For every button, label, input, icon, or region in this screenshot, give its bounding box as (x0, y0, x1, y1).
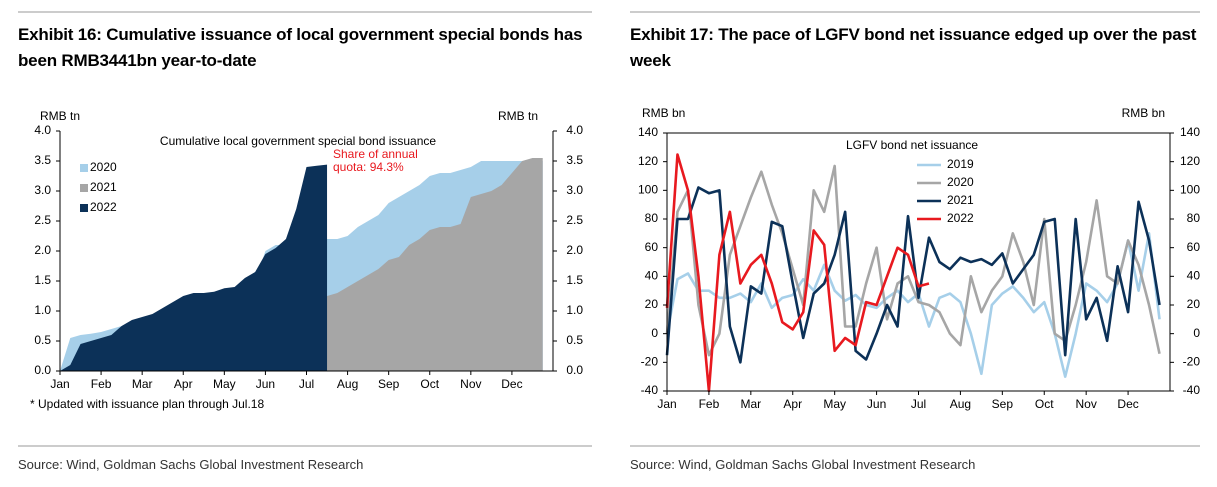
y2-tick-label: 0.0 (566, 363, 583, 377)
x-tick-label: Sep (992, 397, 1014, 411)
legend-label: 2021 (947, 193, 974, 207)
x-tick-label: Nov (1075, 397, 1096, 411)
y-tick-label: 4.0 (34, 123, 51, 137)
y2-axis-label: RMB tn (498, 109, 538, 123)
footnote: * Updated with issuance plan through Jul… (30, 397, 265, 411)
legend-swatch (80, 164, 88, 172)
line (665, 186, 1161, 364)
y-tick-label: 3.0 (34, 183, 51, 197)
x-tick-label: Jun (867, 397, 886, 411)
y-tick-label: 2.5 (34, 213, 51, 227)
x-tick-label: May (823, 397, 846, 411)
source: Source: Wind, Goldman Sachs Global Inves… (630, 457, 976, 472)
y2-tick-label: 60 (1187, 240, 1201, 254)
x-tick-label: Feb (699, 397, 720, 411)
x-tick-label: Jul (299, 377, 314, 391)
x-tick-label: Dec (501, 377, 522, 391)
y-tick-label: 120 (638, 154, 658, 168)
y-tick-label: 140 (638, 125, 658, 139)
legend-swatch (80, 204, 88, 212)
x-tick-label: Oct (420, 377, 439, 391)
y2-tick-label: 2.5 (566, 213, 583, 227)
legend-label: 2021 (90, 180, 117, 194)
x-tick-label: Sep (378, 377, 400, 391)
y-tick-label: 0.0 (34, 363, 51, 377)
x-tick-label: Aug (950, 397, 971, 411)
x-tick-label: Mar (132, 377, 153, 391)
y-tick-label: 40 (645, 269, 659, 283)
legend-label: 2020 (90, 160, 117, 174)
y-tick-label: 3.5 (34, 153, 51, 167)
legend-label: 2020 (947, 175, 974, 189)
chart-subtitle: Cumulative local government special bond… (160, 134, 436, 148)
y-tick-label: 0.5 (34, 333, 51, 347)
y2-tick-label: 3.5 (566, 153, 583, 167)
annotation: Share of annual quota: 94.3% (333, 147, 418, 174)
x-tick-label: Apr (783, 397, 802, 411)
y-tick-label: -20 (641, 355, 659, 369)
legend-label: 2022 (947, 211, 974, 225)
y-tick-label: 1.5 (34, 273, 51, 287)
y2-tick-label: -40 (1183, 383, 1201, 397)
chart-title: Exhibit 16: Cumulative issuance of local… (18, 25, 583, 70)
x-tick-label: Jan (50, 377, 69, 391)
x-tick-label: Dec (1117, 397, 1138, 411)
x-tick-label: Apr (174, 377, 193, 391)
x-tick-label: Aug (337, 377, 358, 391)
y-tick-label: 80 (645, 211, 659, 225)
y-tick-label: 60 (645, 240, 659, 254)
y-tick-label: 20 (645, 297, 659, 311)
y-tick-label: 0 (651, 326, 658, 340)
y2-tick-label: 2.0 (566, 243, 583, 257)
chart-title: Exhibit 17: The pace of LGFV bond net is… (630, 25, 1197, 70)
y2-tick-label: 100 (1180, 183, 1200, 197)
y2-tick-label: 4.0 (566, 123, 583, 137)
y-axis-label: RMB tn (40, 109, 80, 123)
y-tick-label: 100 (638, 183, 658, 197)
y-axis-label: RMB bn (642, 106, 685, 120)
x-tick-label: May (213, 377, 236, 391)
y-tick-label: 1.0 (34, 303, 51, 317)
x-tick-label: Jul (911, 397, 926, 411)
x-tick-label: Mar (740, 397, 761, 411)
y2-tick-label: 1.5 (566, 273, 583, 287)
x-tick-label: Feb (91, 377, 112, 391)
line (665, 164, 1161, 357)
y2-tick-label: 140 (1180, 125, 1200, 139)
legend-label: 2022 (90, 200, 117, 214)
y2-tick-label: 1.0 (566, 303, 583, 317)
y-tick-label: 2.0 (34, 243, 51, 257)
legend-swatch (80, 184, 88, 192)
y2-axis-label: RMB bn (1122, 106, 1165, 120)
x-tick-label: Oct (1035, 397, 1054, 411)
line (665, 153, 930, 393)
y2-tick-label: -20 (1183, 355, 1201, 369)
area (60, 158, 543, 371)
legend-label: 2019 (947, 157, 974, 171)
chart-subtitle: LGFV bond net issuance (846, 138, 978, 152)
y-tick-label: -40 (641, 383, 659, 397)
y2-tick-label: 80 (1187, 211, 1201, 225)
source: Source: Wind, Goldman Sachs Global Inves… (18, 457, 364, 472)
y2-tick-label: 40 (1187, 269, 1201, 283)
area (60, 164, 328, 371)
y2-tick-label: 3.0 (566, 183, 583, 197)
y2-tick-label: 0.5 (566, 333, 583, 347)
x-tick-label: Jan (657, 397, 676, 411)
y2-tick-label: 120 (1180, 154, 1200, 168)
x-tick-label: Jun (256, 377, 275, 391)
y2-tick-label: 0 (1193, 326, 1200, 340)
x-tick-label: Nov (460, 377, 481, 391)
y2-tick-label: 20 (1187, 297, 1201, 311)
